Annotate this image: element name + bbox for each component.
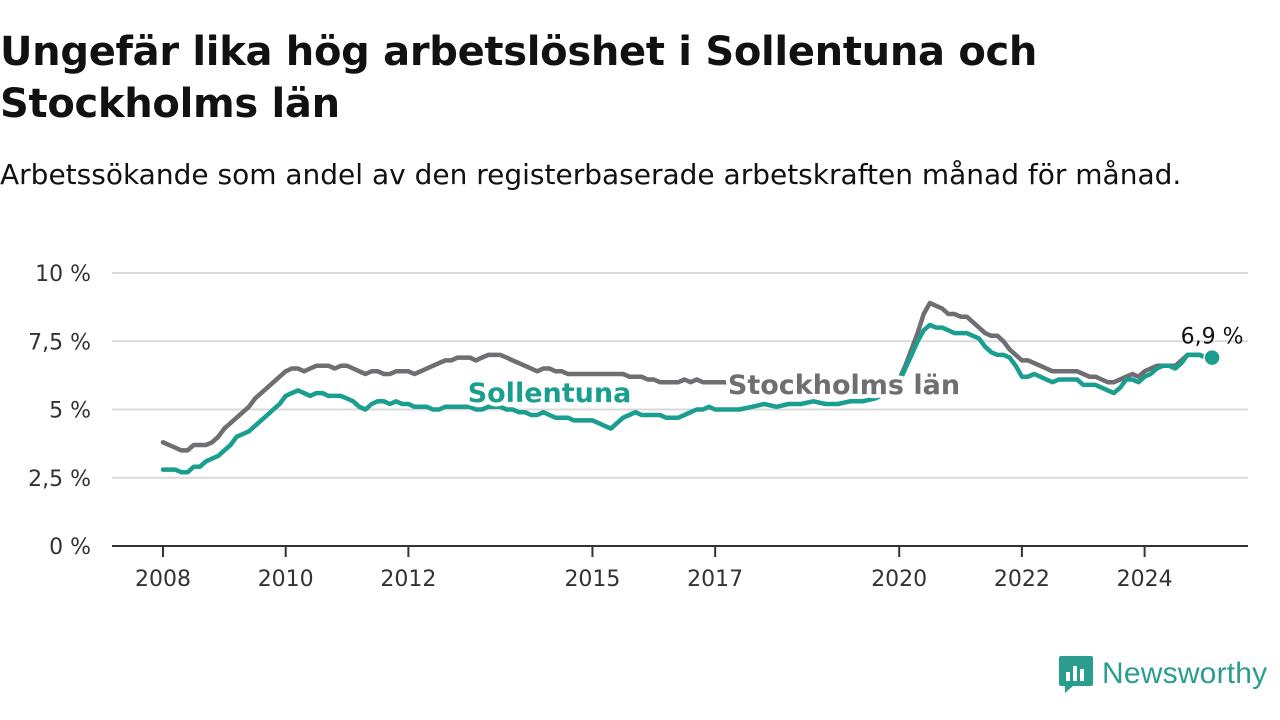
y-tick-label: 7,5 %	[28, 330, 91, 355]
x-tick-label: 2017	[687, 567, 743, 592]
latest-value-marker	[1203, 348, 1221, 367]
x-tick-label: 2008	[135, 567, 191, 592]
chart-title: Ungefär lika hög arbetslöshet i Sollentu…	[0, 29, 1038, 127]
x-tick-label: 2012	[380, 567, 436, 592]
x-tick-label: 2010	[258, 567, 314, 592]
brand-name: Newsworthy	[1102, 657, 1268, 690]
x-tick-label: 2015	[564, 567, 620, 592]
annotations: Sollentuna Stockholms län 6,9 %	[464, 325, 1244, 413]
y-tick-label: 5 %	[49, 399, 91, 424]
x-axis: 2008 2010 2012 2015 2017 2020 2022 2024	[112, 545, 1248, 592]
x-tick-label: 2020	[871, 567, 927, 592]
series-line-sollentuna	[160, 322, 1215, 475]
x-tick-label: 2024	[1117, 567, 1173, 592]
y-tick-label: 2,5 %	[28, 467, 91, 492]
y-tick-label: 10 %	[35, 262, 91, 287]
series-label: Stockholms län	[728, 370, 960, 401]
latest-value-label: 6,9 %	[1181, 325, 1244, 350]
newsworthy-logo[interactable]: Newsworthy	[1058, 654, 1267, 694]
chart-subtitle: Arbetssökande som andel av den registerb…	[0, 158, 1182, 191]
newsworthy-logo-icon	[1059, 656, 1093, 693]
series-line-stockholms-lan	[160, 300, 1215, 453]
gridlines	[112, 272, 1248, 479]
y-tick-labels: 0 % 2,5 % 5 % 7,5 % 10 %	[28, 262, 91, 560]
x-tick-label: 2022	[994, 567, 1050, 592]
y-tick-label: 0 %	[49, 535, 91, 560]
series-lines	[160, 300, 1215, 475]
series-label: Sollentuna	[468, 378, 632, 409]
